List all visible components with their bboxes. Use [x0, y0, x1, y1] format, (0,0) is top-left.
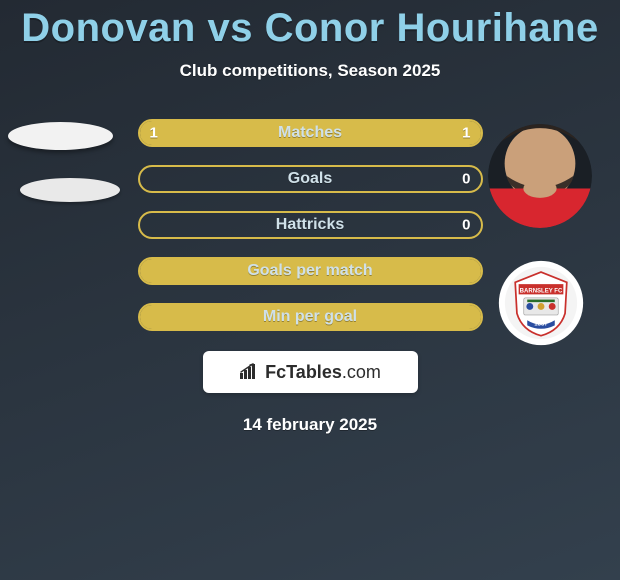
player-left-ellipse-1 — [8, 122, 113, 150]
date-label: 14 february 2025 — [243, 415, 377, 435]
source-badge[interactable]: FcTables.com — [203, 351, 418, 393]
stat-label: Hattricks — [276, 216, 344, 234]
stat-label: Goals — [288, 170, 332, 188]
bar-chart-icon — [239, 363, 261, 381]
source-badge-thin: .com — [342, 362, 381, 382]
svg-text:BARNSLEY FC: BARNSLEY FC — [520, 289, 563, 295]
subtitle: Club competitions, Season 2025 — [180, 61, 441, 81]
stat-value-right: 0 — [462, 171, 470, 188]
stat-label: Matches — [278, 124, 342, 142]
stat-row: Goals 0 — [138, 165, 483, 193]
stat-label: Min per goal — [263, 308, 357, 326]
stat-row: Min per goal — [138, 303, 483, 331]
stat-value-left: 1 — [150, 125, 158, 142]
stat-row: Goals per match — [138, 257, 483, 285]
page-title: Donovan vs Conor Hourihane — [21, 6, 599, 51]
player-right-photo — [488, 124, 592, 228]
source-badge-bold: FcTables — [265, 362, 342, 382]
player-photo-icon — [488, 124, 592, 228]
stat-value-right: 0 — [462, 217, 470, 234]
club-crest: BARNSLEY FC 1887 — [498, 260, 584, 346]
stat-row: Matches 1 1 — [138, 119, 483, 147]
stat-value-right: 1 — [462, 125, 470, 142]
player-left-ellipse-2 — [20, 178, 120, 202]
club-crest-icon: BARNSLEY FC 1887 — [498, 260, 584, 346]
stat-row: Hattricks 0 — [138, 211, 483, 239]
stat-label: Goals per match — [247, 262, 372, 280]
svg-text:1887: 1887 — [534, 321, 548, 327]
source-badge-label: FcTables.com — [265, 362, 381, 383]
